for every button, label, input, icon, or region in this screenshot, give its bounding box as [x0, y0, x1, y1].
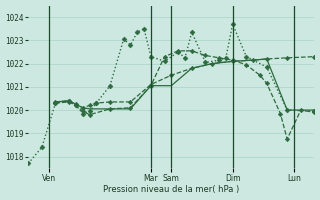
X-axis label: Pression niveau de la mer( hPa ): Pression niveau de la mer( hPa ) — [103, 185, 239, 194]
